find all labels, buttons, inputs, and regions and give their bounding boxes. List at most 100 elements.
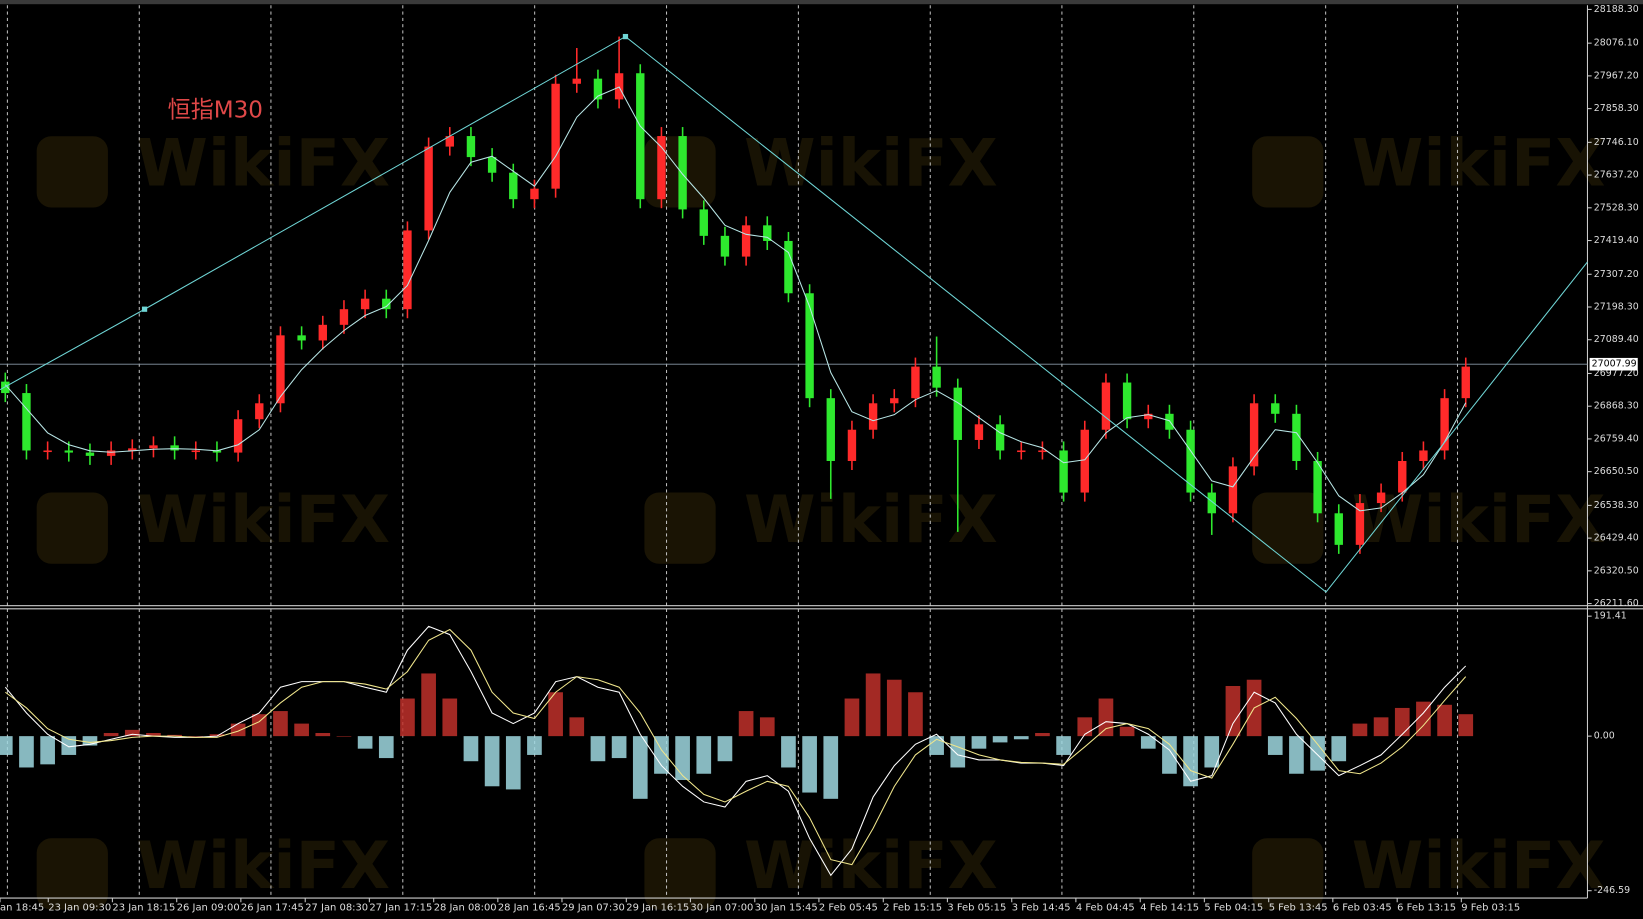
x-tick-label: 29 Jan 16:15 bbox=[626, 902, 689, 913]
watermark-logo bbox=[36, 838, 108, 910]
candle-body bbox=[1080, 429, 1089, 493]
watermark-logo bbox=[36, 492, 108, 564]
candle-body bbox=[741, 225, 751, 257]
x-tick-label: 23 Jan 18:15 bbox=[112, 902, 175, 913]
candle-body bbox=[974, 424, 984, 440]
histogram-bar bbox=[548, 692, 563, 737]
candle-body bbox=[1271, 403, 1280, 414]
candle-body bbox=[403, 230, 412, 310]
histogram-bar bbox=[1077, 717, 1093, 737]
candle-body bbox=[339, 309, 349, 325]
histogram-bar bbox=[357, 736, 373, 749]
histogram-bar bbox=[61, 736, 77, 755]
x-tick-label: 29 Jan 07:30 bbox=[562, 902, 625, 913]
x-tick-label: 2 Feb 05:45 bbox=[819, 902, 878, 913]
histogram-bar bbox=[209, 734, 225, 737]
histogram-bar bbox=[273, 711, 288, 737]
candle-body bbox=[509, 172, 518, 200]
histogram-bar bbox=[336, 736, 352, 737]
candle-body bbox=[22, 393, 31, 451]
histogram-bar bbox=[632, 736, 648, 799]
candle-body bbox=[1017, 450, 1026, 453]
histogram-bar bbox=[40, 736, 55, 765]
histogram-bar bbox=[442, 698, 458, 737]
y-tick-label: 27307.20 bbox=[1594, 269, 1639, 280]
histogram-bar bbox=[103, 733, 119, 737]
histogram-bar bbox=[421, 673, 436, 737]
watermark: WikiFX bbox=[1352, 829, 1606, 904]
candle-body bbox=[85, 452, 95, 456]
y-tick-label: 0.00 bbox=[1594, 731, 1615, 742]
histogram-bar bbox=[124, 729, 140, 737]
macd-line bbox=[5, 628, 1467, 866]
candle-body bbox=[911, 366, 920, 399]
x-tick-label: 6 Feb 13:15 bbox=[1397, 902, 1456, 913]
watermark-logo bbox=[1252, 838, 1324, 910]
candle-body bbox=[614, 73, 624, 100]
candle-body bbox=[318, 324, 327, 341]
histogram-bar bbox=[971, 736, 987, 749]
candle-body bbox=[784, 240, 793, 294]
candle-body bbox=[170, 445, 179, 451]
histogram-bar bbox=[1437, 704, 1452, 737]
candle-body bbox=[149, 445, 158, 449]
candle-body bbox=[657, 136, 666, 200]
candle-body bbox=[678, 136, 687, 210]
histogram-bar bbox=[738, 711, 754, 737]
histogram-bar bbox=[1331, 736, 1347, 762]
x-tick-label: 3 Feb 14:45 bbox=[1012, 902, 1071, 913]
candle-body bbox=[487, 157, 497, 173]
watermark: WikiFX bbox=[136, 127, 390, 202]
histogram-bar bbox=[1140, 736, 1156, 749]
watermark: WikiFX bbox=[1352, 127, 1606, 202]
y-tick-label: 26538.30 bbox=[1594, 500, 1639, 511]
top-strip bbox=[0, 0, 1643, 5]
current-price-box bbox=[1589, 357, 1638, 371]
candle-body bbox=[953, 387, 962, 440]
current-price-label: 27007.99 bbox=[1592, 359, 1637, 370]
x-tick-label: 27 Jan 08:30 bbox=[305, 902, 368, 913]
histogram-bar bbox=[611, 736, 627, 759]
y-tick-label: 26977.20 bbox=[1594, 368, 1639, 379]
x-tick-label: 26 Jan 17:45 bbox=[241, 902, 304, 913]
candle-body bbox=[572, 78, 581, 84]
candle-body bbox=[64, 450, 73, 453]
histogram-bar bbox=[484, 736, 500, 787]
histogram-bar bbox=[315, 733, 331, 737]
candle-body bbox=[1165, 413, 1174, 430]
y-tick-label: 27419.40 bbox=[1594, 235, 1639, 246]
x-tick-label: 28 Jan 16:45 bbox=[498, 902, 561, 913]
histogram-bar bbox=[950, 736, 966, 768]
candle-body bbox=[424, 146, 433, 231]
candle-body bbox=[1059, 450, 1068, 493]
histogram-bar bbox=[400, 698, 415, 737]
histogram-bar bbox=[1183, 736, 1198, 787]
watermark: WikiFX bbox=[744, 483, 998, 558]
chart-title: 恒指M30 bbox=[168, 98, 263, 124]
trendline-anchor bbox=[141, 306, 148, 312]
candle-body bbox=[276, 335, 285, 404]
histogram-bar bbox=[188, 736, 204, 737]
trendline-anchor bbox=[622, 33, 629, 40]
histogram-bar bbox=[1225, 685, 1241, 737]
candle-body bbox=[1144, 413, 1153, 420]
histogram-bar bbox=[1352, 723, 1368, 737]
x-tick-label: 6 Feb 03:45 bbox=[1333, 902, 1392, 913]
y-tick-label: 27637.20 bbox=[1594, 170, 1639, 181]
histogram-bar bbox=[844, 698, 860, 737]
watermark: WikiFX bbox=[744, 127, 998, 202]
histogram-bar bbox=[82, 736, 98, 746]
candle-body bbox=[699, 209, 708, 236]
histogram-bar bbox=[759, 717, 775, 737]
x-tick-label: 4 Feb 14:15 bbox=[1140, 902, 1199, 913]
candle-body bbox=[890, 398, 899, 404]
histogram-bar bbox=[1204, 736, 1220, 768]
histogram-bar bbox=[230, 723, 246, 737]
histogram-bar bbox=[146, 733, 161, 737]
candle-body bbox=[530, 188, 539, 200]
x-tick-label: 5 Feb 04:15 bbox=[1204, 902, 1263, 913]
candle-body bbox=[1228, 466, 1238, 514]
